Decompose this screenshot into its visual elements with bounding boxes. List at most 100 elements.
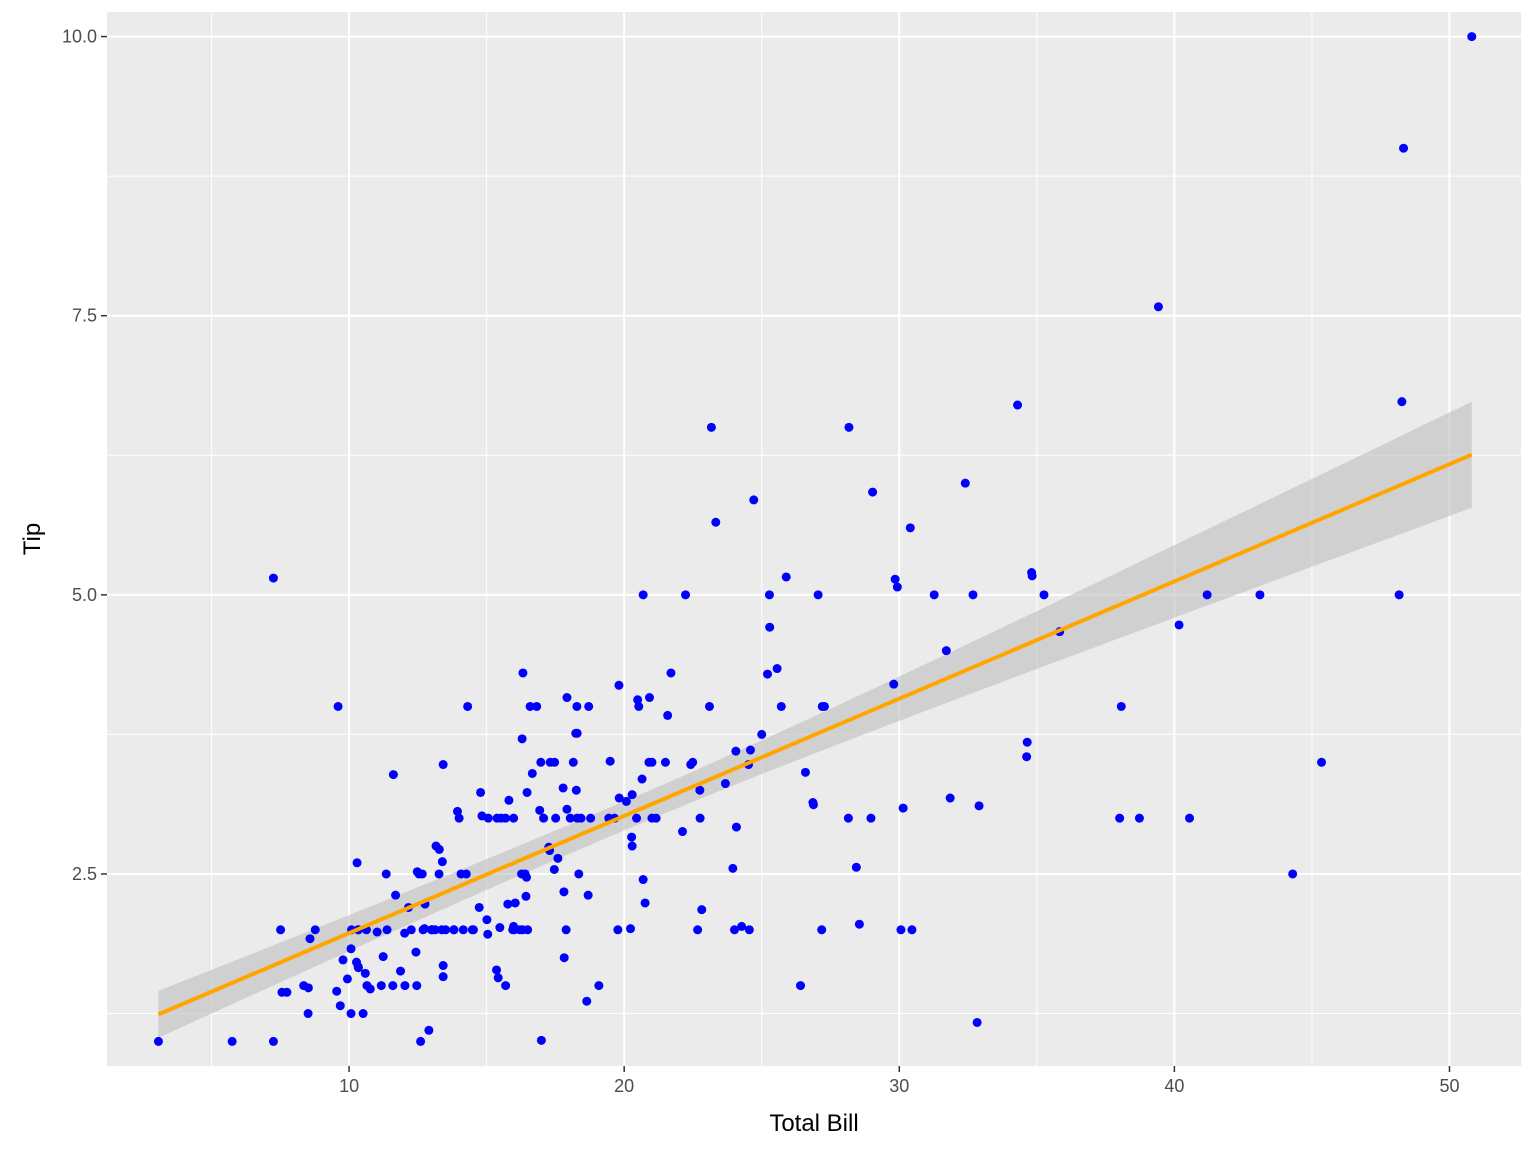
data-point xyxy=(568,757,578,767)
data-point xyxy=(388,770,398,780)
data-point xyxy=(764,590,774,600)
data-point xyxy=(1394,590,1404,600)
y-axis-title: Tip xyxy=(19,523,46,555)
data-point xyxy=(968,590,978,600)
y-tick-label: 7.5 xyxy=(72,306,97,326)
minor-gridlines xyxy=(107,12,1521,1066)
data-point xyxy=(510,898,520,908)
data-point xyxy=(299,981,309,991)
major-gridlines xyxy=(107,12,1521,1066)
data-point xyxy=(772,664,782,674)
data-point xyxy=(851,862,861,872)
data-point xyxy=(781,572,791,582)
data-point xyxy=(536,757,546,767)
data-point xyxy=(594,981,604,991)
data-point xyxy=(1399,143,1409,153)
data-point xyxy=(305,934,315,944)
data-point xyxy=(813,590,823,600)
data-point xyxy=(517,734,527,744)
data-point xyxy=(731,822,741,832)
y-axis-ticks: 2.5 5.0 7.5 10.0 xyxy=(62,27,107,884)
data-point xyxy=(898,803,908,813)
data-point xyxy=(745,745,755,755)
data-point xyxy=(474,902,484,912)
data-point xyxy=(396,966,406,976)
data-point xyxy=(627,841,637,851)
data-point xyxy=(391,890,401,900)
data-point xyxy=(638,590,648,600)
data-point xyxy=(614,680,624,690)
data-point xyxy=(583,890,593,900)
x-tick-label: 30 xyxy=(889,1076,909,1096)
data-point xyxy=(515,925,525,935)
y-tick-label: 2.5 xyxy=(72,864,97,884)
data-point xyxy=(800,767,810,777)
data-point xyxy=(441,925,451,935)
data-point xyxy=(372,927,382,937)
data-point xyxy=(360,968,370,978)
data-point xyxy=(559,887,569,897)
data-point xyxy=(332,986,342,996)
y-tick-label: 10.0 xyxy=(62,27,97,47)
data-point xyxy=(495,923,505,933)
data-point xyxy=(626,924,636,934)
data-point xyxy=(644,757,654,767)
data-point xyxy=(565,813,575,823)
data-point xyxy=(492,965,502,975)
data-point xyxy=(411,947,421,957)
regression-line xyxy=(157,452,1473,1017)
data-point xyxy=(438,961,448,971)
data-point xyxy=(892,582,902,592)
data-point xyxy=(456,869,466,879)
data-point xyxy=(711,517,721,527)
data-point xyxy=(381,869,391,879)
data-point xyxy=(1185,813,1195,823)
data-point xyxy=(503,899,513,909)
data-point xyxy=(153,1036,163,1046)
data-point xyxy=(868,487,878,497)
data-point xyxy=(539,813,549,823)
data-point xyxy=(907,925,917,935)
data-point xyxy=(1288,869,1298,879)
confidence-band xyxy=(158,401,1472,1038)
data-point xyxy=(663,710,673,720)
data-point xyxy=(562,804,572,814)
data-point xyxy=(559,953,569,963)
data-point xyxy=(704,701,714,711)
data-point xyxy=(678,827,688,837)
data-point xyxy=(817,925,827,935)
data-point xyxy=(454,813,464,823)
data-point xyxy=(572,701,582,711)
data-point xyxy=(706,422,716,432)
data-point xyxy=(941,646,951,656)
data-point xyxy=(463,701,473,711)
data-point xyxy=(1039,590,1049,600)
data-point xyxy=(449,925,459,935)
data-point xyxy=(843,813,853,823)
data-point xyxy=(406,925,416,935)
data-point xyxy=(553,853,563,863)
data-point xyxy=(558,783,568,793)
data-point xyxy=(889,679,899,689)
data-point xyxy=(776,701,786,711)
data-point xyxy=(731,746,741,756)
data-point xyxy=(1022,752,1032,762)
data-point xyxy=(518,668,528,678)
data-point xyxy=(890,574,900,584)
data-point xyxy=(633,695,643,705)
data-point xyxy=(1317,757,1327,767)
data-point xyxy=(504,795,514,805)
data-point xyxy=(437,857,447,867)
data-point xyxy=(749,495,759,505)
data-point xyxy=(1013,400,1023,410)
data-point xyxy=(1027,571,1037,581)
data-point xyxy=(438,972,448,982)
data-point xyxy=(1174,620,1184,630)
data-point xyxy=(352,858,362,868)
data-point xyxy=(586,813,596,823)
data-point xyxy=(647,813,657,823)
data-point xyxy=(522,787,532,797)
data-point xyxy=(621,796,631,806)
data-point xyxy=(637,774,647,784)
x-tick-label: 10 xyxy=(339,1076,359,1096)
